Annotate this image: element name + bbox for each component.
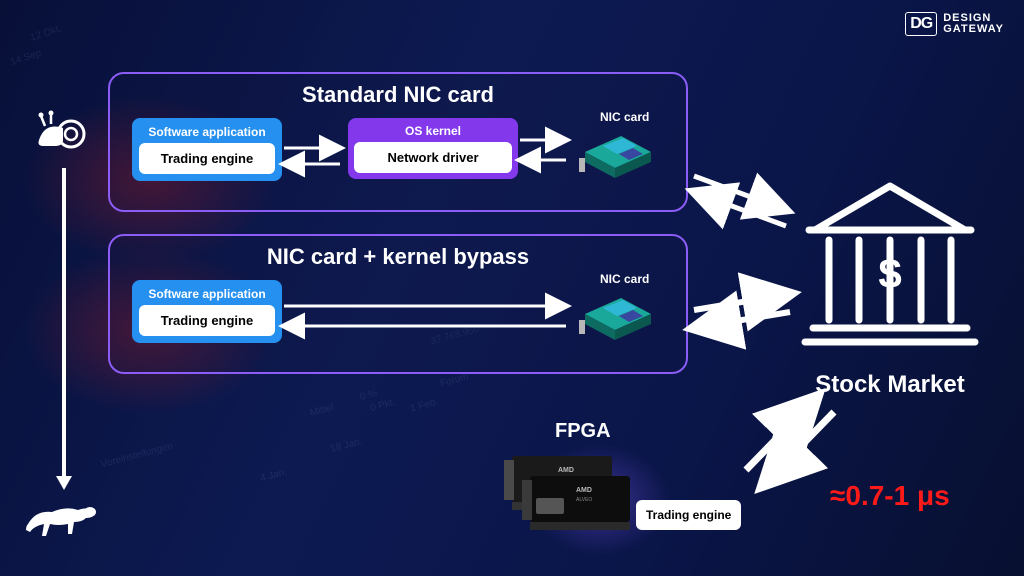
panel2-title: NIC card + kernel bypass (110, 244, 686, 270)
svg-text:$: $ (878, 250, 901, 297)
soft-app-hdr-2: Software application (139, 287, 275, 301)
nic-label-2: NIC card (600, 272, 649, 286)
svg-text:ALVEO: ALVEO (576, 497, 592, 503)
nic-card-icon-1 (573, 128, 658, 178)
stock-market-label: Stock Market (790, 371, 990, 399)
network-driver: Network driver (354, 142, 512, 173)
svg-text:AMD: AMD (576, 487, 592, 494)
snail-icon (35, 110, 95, 160)
os-kernel-box: OS kernel Network driver (348, 118, 518, 179)
svg-text:AMD: AMD (558, 467, 574, 474)
nic-label-1: NIC card (600, 110, 649, 124)
trading-engine-1: Trading engine (139, 143, 275, 174)
panel1-title: Standard NIC card (110, 82, 686, 108)
logo-text: DESIGNGATEWAY (943, 13, 1004, 35)
os-kernel-hdr: OS kernel (354, 124, 512, 138)
nic-card-icon-2 (573, 290, 658, 340)
stock-market: $ Stock Market (790, 170, 990, 399)
fpga-label: FPGA (555, 420, 611, 443)
brand-logo: DG DESIGNGATEWAY (905, 12, 1004, 36)
fpga-card-icon: AMD ALVEO AMD ALVEO (498, 450, 618, 520)
panel-kernel-bypass: NIC card + kernel bypass Software applic… (108, 234, 688, 374)
software-app-box-2: Software application Trading engine (132, 280, 282, 343)
software-app-box-1: Software application Trading engine (132, 118, 282, 181)
speed-axis-line (62, 168, 66, 478)
latency-text: ≈0.7-1 μs (830, 480, 950, 512)
soft-app-hdr-1: Software application (139, 125, 275, 139)
panel-standard-nic: Standard NIC card Software application T… (108, 72, 688, 212)
fpga-trading-engine: Trading engine (636, 500, 741, 530)
logo-mark: DG (905, 12, 937, 36)
trading-engine-2: Trading engine (139, 305, 275, 336)
speed-axis-arrowhead (56, 476, 72, 490)
bank-icon: $ (795, 170, 985, 360)
cheetah-icon (22, 500, 102, 547)
